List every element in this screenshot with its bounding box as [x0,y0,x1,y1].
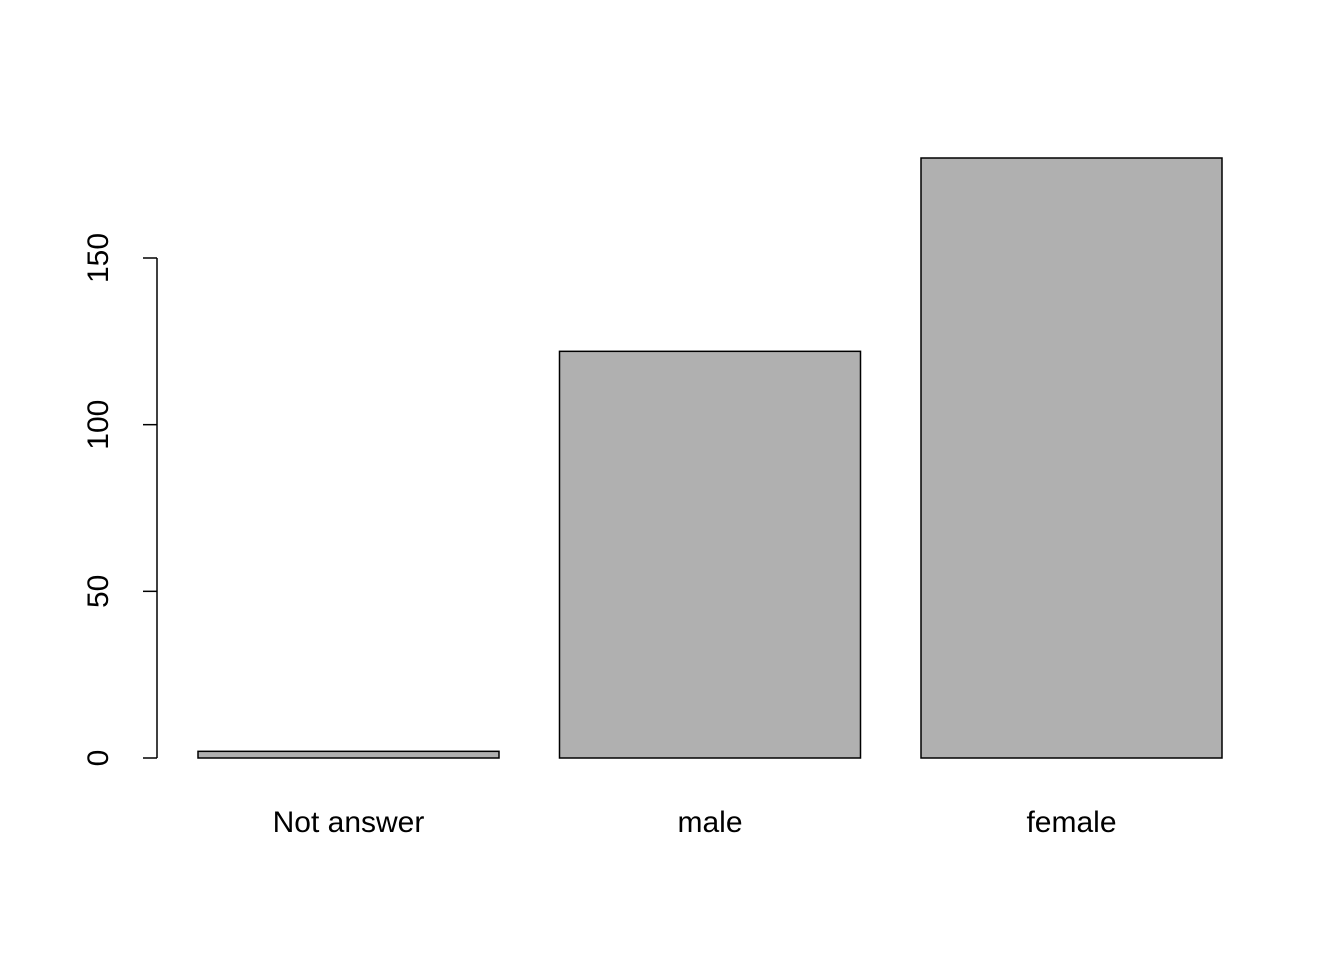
y-tick-label: 100 [82,400,115,450]
x-tick-label: Not answer [273,806,425,839]
x-tick-label: female [1026,806,1116,839]
y-tick-label: 150 [82,233,115,283]
y-tick-label: 50 [82,575,115,608]
bar [558,350,862,759]
x-tick-label: male [677,806,742,839]
bar [197,750,500,759]
y-tick-label: 0 [82,750,115,767]
bar [920,157,1223,759]
